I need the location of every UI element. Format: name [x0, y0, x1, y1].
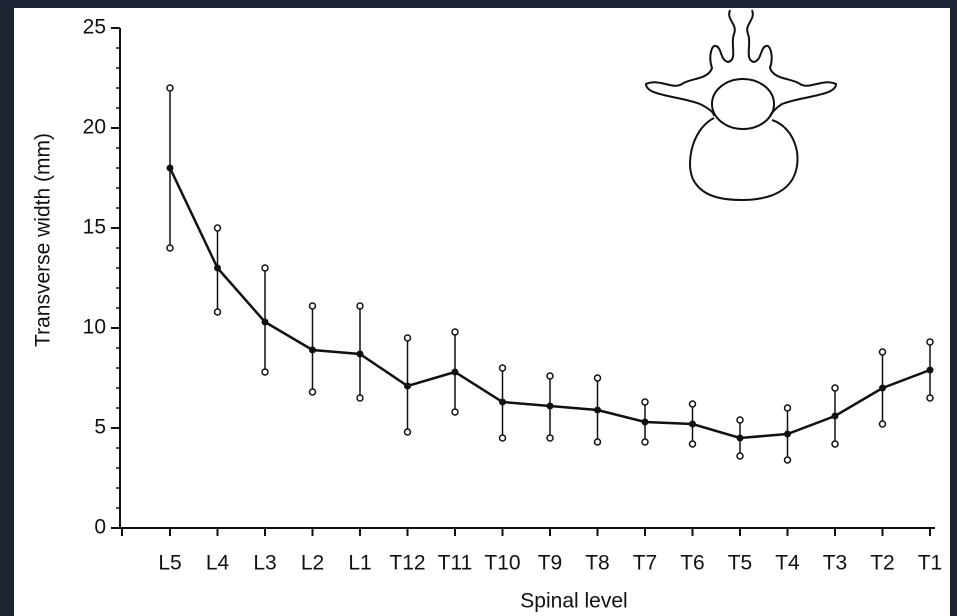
error-cap: [308, 388, 317, 396]
error-cap: [926, 338, 934, 346]
y-tick-label: 5: [94, 416, 106, 439]
x-tick-label: T12: [389, 552, 425, 575]
error-cap: [213, 308, 222, 316]
error-cap: [641, 398, 649, 406]
error-cap: [878, 348, 887, 356]
error-cap: [451, 408, 459, 416]
data-point: [356, 350, 364, 358]
error-cap: [213, 224, 222, 232]
x-tick-label: T6: [680, 552, 705, 575]
error-cap: [166, 244, 174, 252]
y-tick-label: 15: [83, 216, 106, 239]
data-point: [404, 382, 411, 390]
data-point: [309, 346, 316, 354]
x-tick-label: T9: [538, 552, 563, 575]
x-tick-label: T7: [633, 552, 658, 575]
data-point: [594, 406, 601, 414]
error-cap: [356, 394, 364, 402]
error-cap: [166, 84, 174, 92]
x-tick-label: T2: [870, 552, 895, 575]
error-cap: [688, 400, 697, 408]
x-axis-label: Spinal level: [520, 590, 627, 613]
data-point: [736, 434, 744, 442]
vertebra-illustration: [644, 9, 838, 202]
error-cap: [356, 302, 364, 310]
y-tick-label: 0: [94, 516, 106, 539]
error-cap: [546, 372, 554, 380]
x-tick-label: L1: [348, 552, 371, 575]
error-cap: [878, 420, 887, 428]
data-point: [166, 164, 174, 172]
y-tick-label: 20: [83, 116, 106, 139]
error-cap: [831, 384, 839, 392]
x-tick-label: T8: [585, 552, 610, 575]
error-cap: [498, 364, 507, 372]
error-cap: [308, 302, 317, 310]
error-cap: [783, 456, 792, 464]
error-cap: [593, 438, 602, 446]
error-cap: [688, 440, 697, 448]
x-tick-label: L2: [301, 552, 324, 575]
data-point: [784, 430, 791, 438]
error-cap: [261, 368, 269, 376]
x-tick-label: T10: [484, 552, 520, 575]
x-tick-label: L4: [206, 552, 230, 575]
error-cap: [403, 428, 412, 436]
data-point: [641, 418, 649, 426]
data-point: [546, 402, 554, 410]
error-cap: [736, 416, 744, 424]
error-cap: [498, 434, 507, 442]
error-cap: [403, 334, 412, 342]
error-cap: [736, 452, 744, 460]
data-point: [499, 398, 506, 406]
x-tick-label: T1: [918, 552, 943, 575]
error-cap: [451, 328, 459, 336]
data-point: [879, 384, 886, 392]
error-cap: [593, 374, 602, 382]
y-tick-label: 10: [83, 316, 106, 339]
x-tick-label: L5: [158, 552, 181, 575]
plot-background: [14, 8, 950, 616]
error-cap: [546, 434, 554, 442]
x-tick-label: T5: [728, 552, 753, 575]
x-tick-label: T4: [775, 552, 800, 575]
data-point: [451, 368, 459, 376]
data-point: [214, 264, 221, 272]
error-cap: [831, 440, 839, 448]
error-cap: [641, 438, 649, 446]
error-cap: [926, 394, 934, 402]
data-point: [926, 366, 934, 374]
y-tick-label: 25: [83, 16, 106, 39]
error-cap: [261, 264, 269, 272]
x-tick-label: L3: [253, 552, 276, 575]
data-point: [831, 412, 839, 420]
y-axis-label: Transverse width (mm): [32, 133, 55, 347]
x-tick-label: T11: [438, 552, 473, 575]
data-point: [261, 318, 269, 326]
x-tick-label: T3: [823, 552, 848, 575]
error-cap: [783, 404, 792, 412]
data-point: [689, 420, 696, 428]
